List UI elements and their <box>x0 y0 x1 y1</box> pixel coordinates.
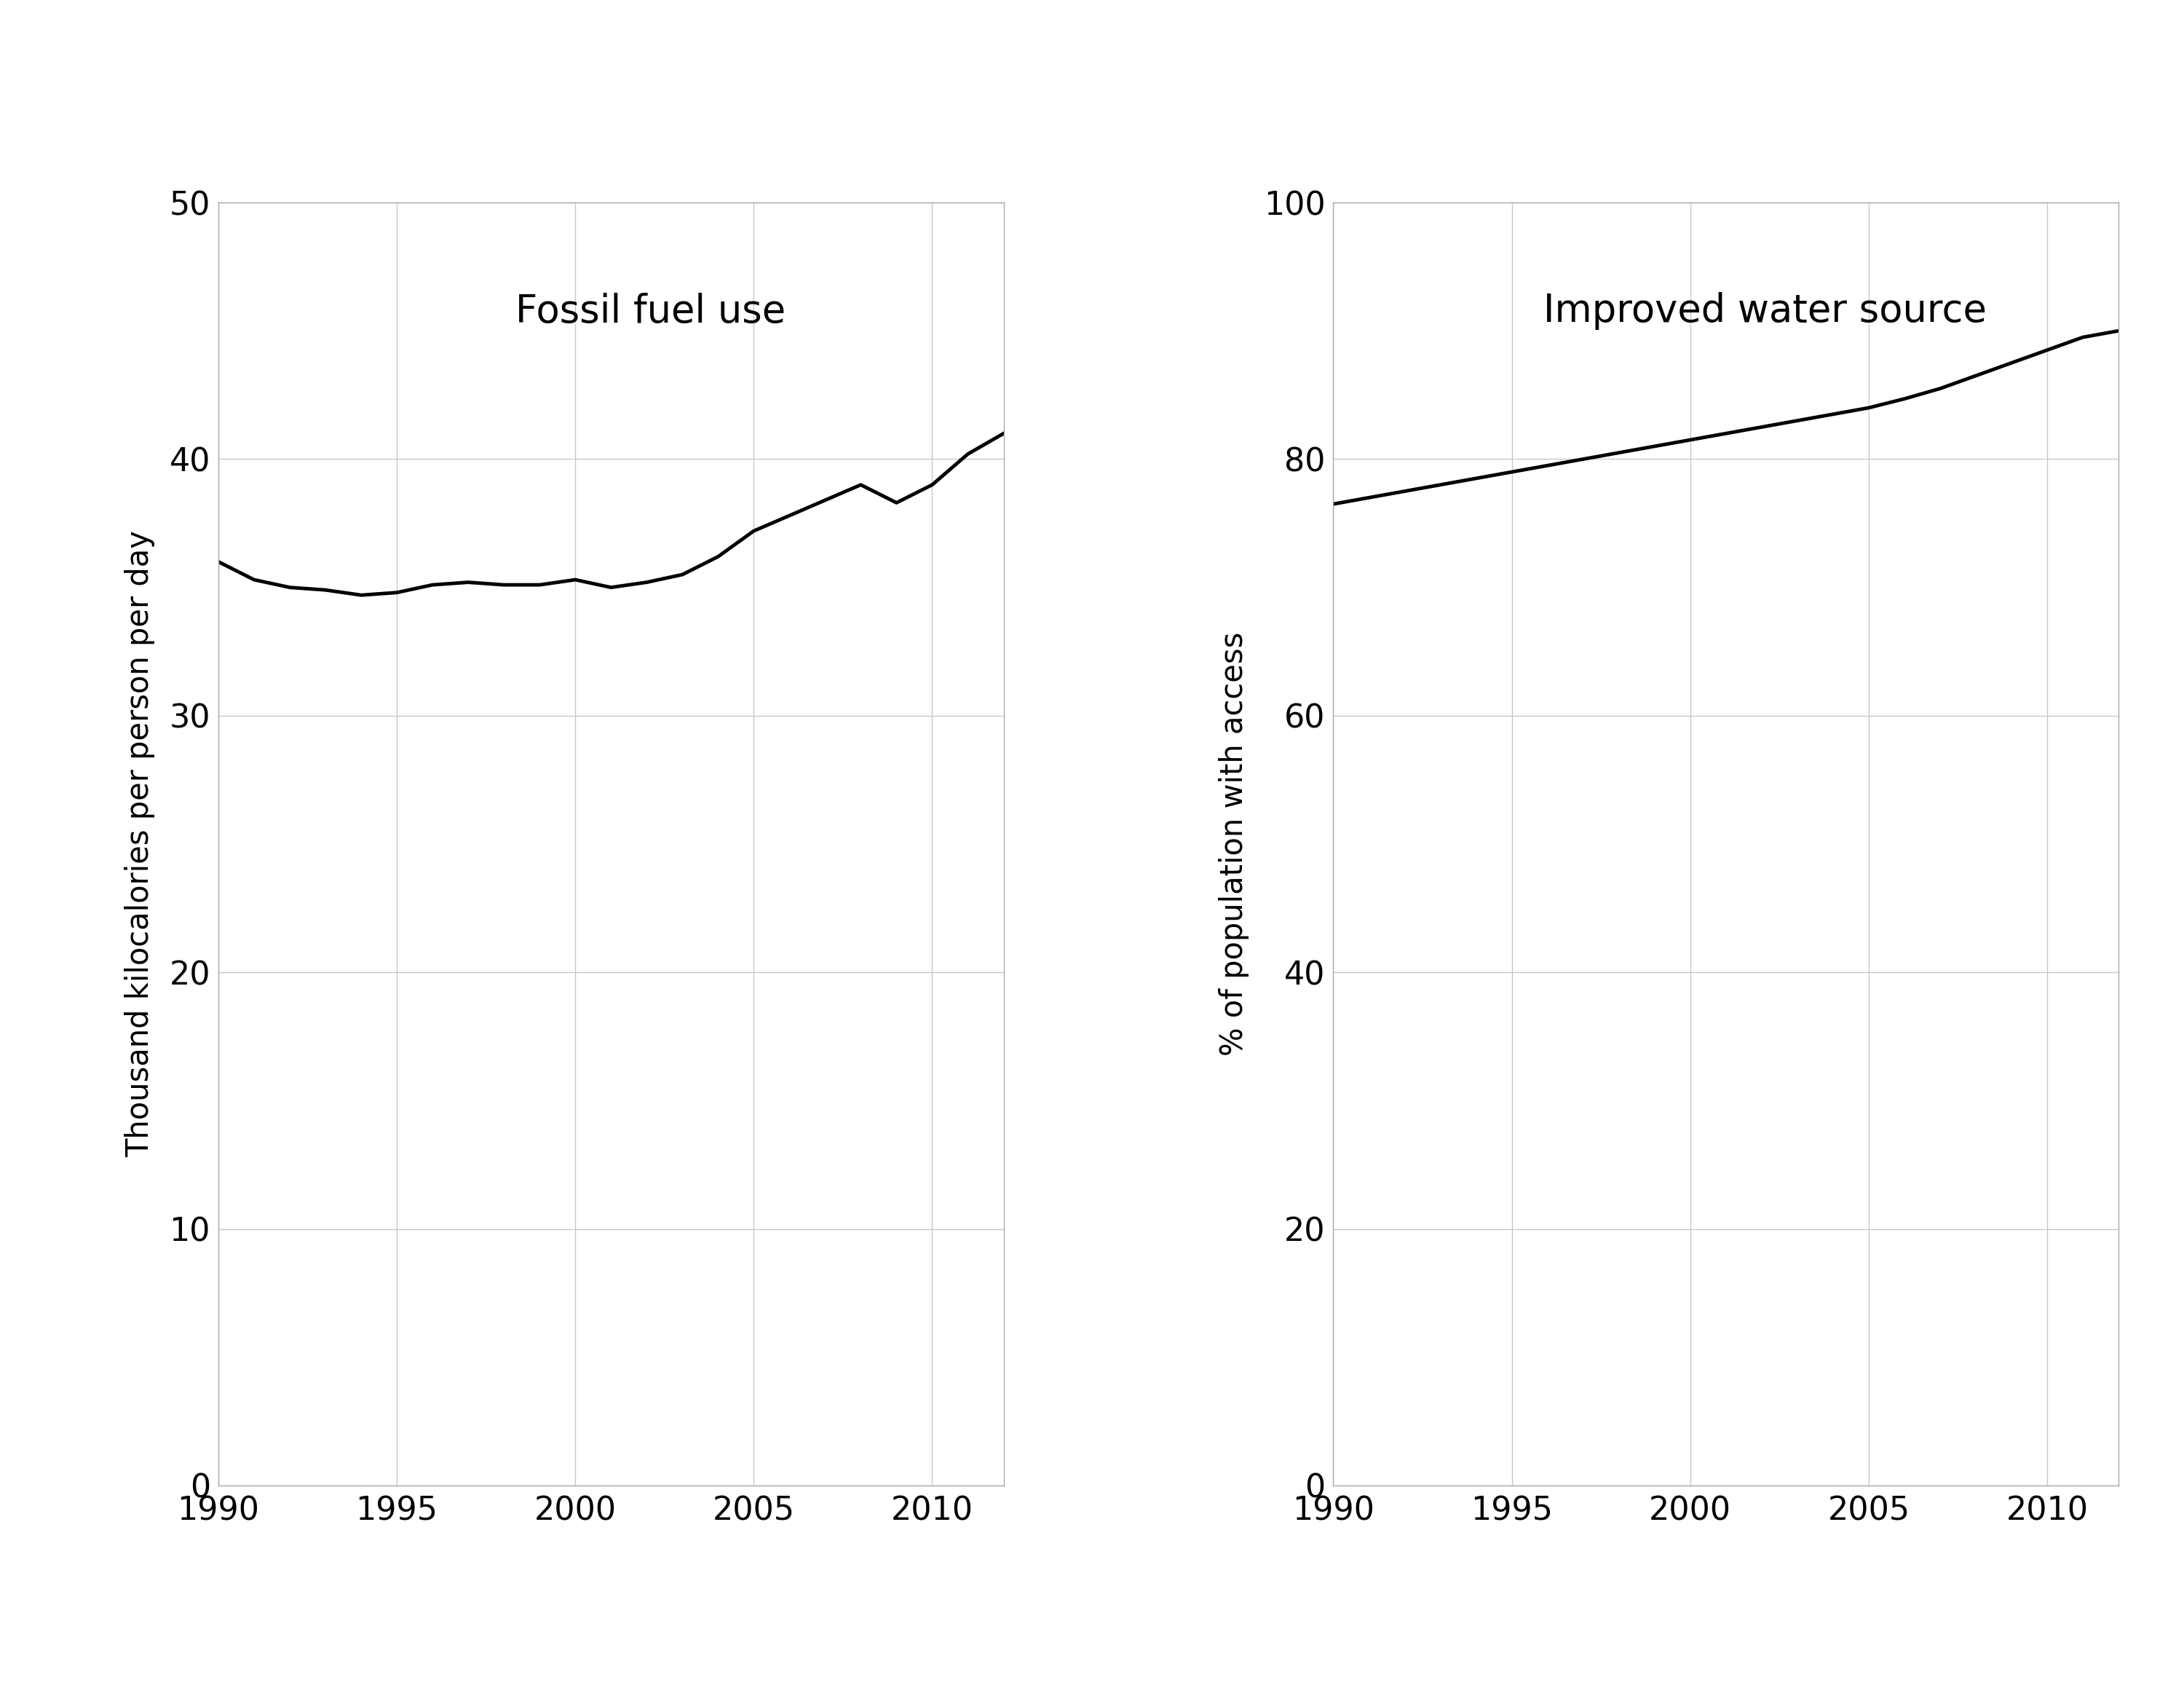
Text: Fossil fuel use: Fossil fuel use <box>515 292 786 331</box>
Y-axis label: Thousand kilocalories per person per day: Thousand kilocalories per person per day <box>124 530 155 1158</box>
Text: Improved water source: Improved water source <box>1544 292 1987 331</box>
Y-axis label: % of population with access: % of population with access <box>1219 631 1249 1057</box>
